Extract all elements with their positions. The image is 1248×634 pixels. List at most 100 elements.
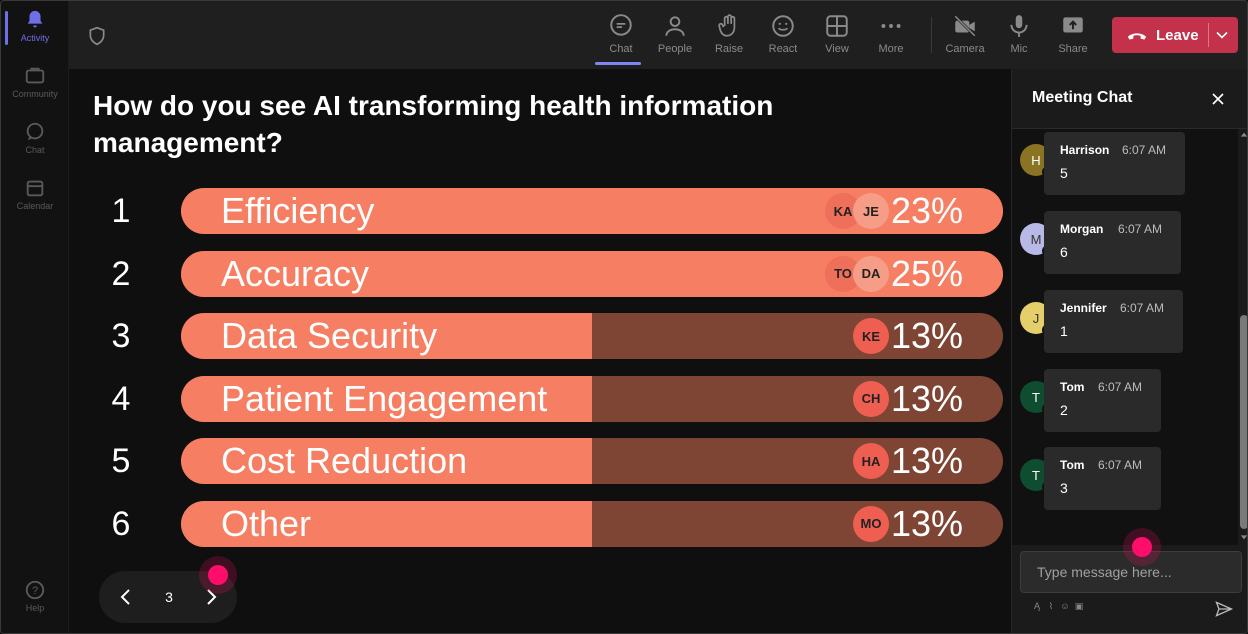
chat-header: Meeting Chat [1012,69,1247,129]
voter-avatar: KE [853,318,889,354]
scroll-up-icon[interactable] [1240,131,1248,139]
chat-title: Meeting Chat [1032,89,1133,106]
option-label: Other [221,502,312,544]
meeting-toolbar: Chat People Raise React View More Camera [69,1,1247,69]
bell-icon [27,10,43,28]
poll-option-row: 5 Cost Reduction HA 13% [69,437,1011,485]
sender-name: Morgan [1060,222,1104,236]
close-icon[interactable] [1208,89,1228,109]
message-text: 6 [1060,244,1068,260]
option-percent: 13% [890,315,963,356]
send-icon[interactable] [1214,599,1234,619]
rail-label: Activity [20,33,50,43]
chat-message[interactable]: Morgan 6:07 AM 6 [1044,211,1181,274]
format-icon[interactable]: Ą [1033,601,1040,611]
hang-up-icon [1127,33,1147,40]
rail-item-calendar[interactable]: Calendar [1,171,69,223]
option-bar: Other MO 13% [181,500,1003,547]
option-number: 4 [111,379,131,418]
chat-icon [610,14,632,36]
chat-compose [1020,551,1242,593]
scroll-down-icon[interactable] [1240,533,1248,541]
option-label: Cost Reduction [221,440,468,481]
message-time: 6:07 AM [1118,222,1163,236]
rail-item-community[interactable]: Community [1,59,69,111]
sender-name: Tom [1060,458,1085,472]
toolbar-label: Mic [1010,43,1028,55]
rail-item-activity[interactable]: Activity [1,3,69,55]
poll-option-row: 1 Efficiency KA JE 23% [69,187,1011,235]
message-text: 5 [1060,165,1068,181]
meeting-chat-panel: Meeting Chat H Harrison 6:07 AM 5 M Morgan 6:0… [1011,69,1248,633]
option-bar-fill [181,500,592,547]
option-number: 2 [111,254,131,293]
chat-messages: H Harrison 6:07 AM 5 M Morgan 6:07 AM 6 J Jennife… [1012,129,1248,545]
chat-message[interactable]: Tom 6:07 AM 3 [1044,447,1161,510]
option-bar: Data Security KE 13% [181,313,1003,359]
svg-text:?: ? [32,585,38,597]
people-icon [665,16,685,36]
option-number: 6 [111,504,131,543]
option-label: Efficiency [221,190,375,231]
toolbar-label: View [825,43,849,55]
rail-item-help[interactable]: ? Help [1,573,69,625]
option-bar: Accuracy TO DA 25% [181,250,1003,297]
toolbar-react-button[interactable]: React [757,9,809,61]
voter-avatar: KA [825,193,861,229]
scroll-thumb[interactable] [1240,315,1247,529]
raise-hand-icon [718,14,736,37]
leave-button[interactable]: Leave [1112,17,1238,53]
option-percent: 13% [890,502,963,544]
option-percent: 13% [890,440,963,481]
option-percent: 23% [890,190,963,231]
toolbar-label: React [768,43,798,55]
toolbar-label: Chat [609,43,633,55]
sender-name: Harrison [1060,143,1110,157]
option-bar-fill [181,375,592,422]
chevron-left-icon[interactable] [114,585,138,609]
toolbar-more-button[interactable]: More [865,9,917,61]
chat-message-input[interactable] [1021,552,1241,592]
toolbar-raise-button[interactable]: Raise [703,9,755,61]
toolbar-view-button[interactable]: View [811,9,863,61]
chevron-right-icon[interactable] [199,585,223,609]
option-number: 1 [111,192,131,230]
chat-message[interactable]: Harrison 6:07 AM 5 [1044,132,1185,195]
chat-scrollbar[interactable] [1238,129,1248,545]
message-time: 6:07 AM [1122,143,1167,157]
gif-icon[interactable]: ▣ [1074,601,1084,611]
rail-label: Chat [25,145,45,155]
leave-label: Leave [1156,26,1199,44]
attach-icon[interactable]: ⌇ [1048,601,1054,611]
poll-option-row: 4 Patient Engagement CH 13% [69,375,1011,423]
community-icon [25,67,45,84]
option-bar-fill [181,313,592,359]
poll-question: How do you see AI transforming health in… [93,90,774,158]
toolbar-camera-button[interactable]: Camera [939,9,991,61]
toolbar-share-button[interactable]: Share [1047,9,1099,61]
toolbar-label: People [657,43,693,55]
toolbar-people-button[interactable]: People [649,9,701,61]
chat-message[interactable]: Tom 6:07 AM 2 [1044,369,1161,432]
toolbar-divider [931,17,932,53]
poll-option-row: 6 Other MO 13% [69,500,1011,548]
rail-item-chat[interactable]: Chat [1,115,69,167]
sender-name: Tom [1060,380,1085,394]
toolbar-chat-button[interactable]: Chat [595,9,647,65]
chat-message[interactable]: Jennifer 6:07 AM 1 [1044,290,1183,353]
toolbar-mic-button[interactable]: Mic [993,9,1045,61]
shield-icon[interactable] [87,25,107,47]
sender-name: Jennifer [1060,301,1107,315]
option-bar: Efficiency KA JE 23% [181,188,1003,234]
voter-avatar: CH [853,380,889,417]
voter-avatar: MO [853,505,889,542]
compose-tools: Ą ⌇ ☺ ▣ [1032,601,1084,615]
leave-divider [1208,23,1209,47]
rail-label: Help [25,603,45,613]
message-time: 6:07 AM [1098,458,1143,472]
avatar-initial: J [1032,310,1040,326]
emoji-icon[interactable]: ☺ [1060,601,1070,611]
chevron-down-icon[interactable] [1212,25,1232,45]
camera-off-icon [954,15,976,37]
more-icon [881,24,901,28]
